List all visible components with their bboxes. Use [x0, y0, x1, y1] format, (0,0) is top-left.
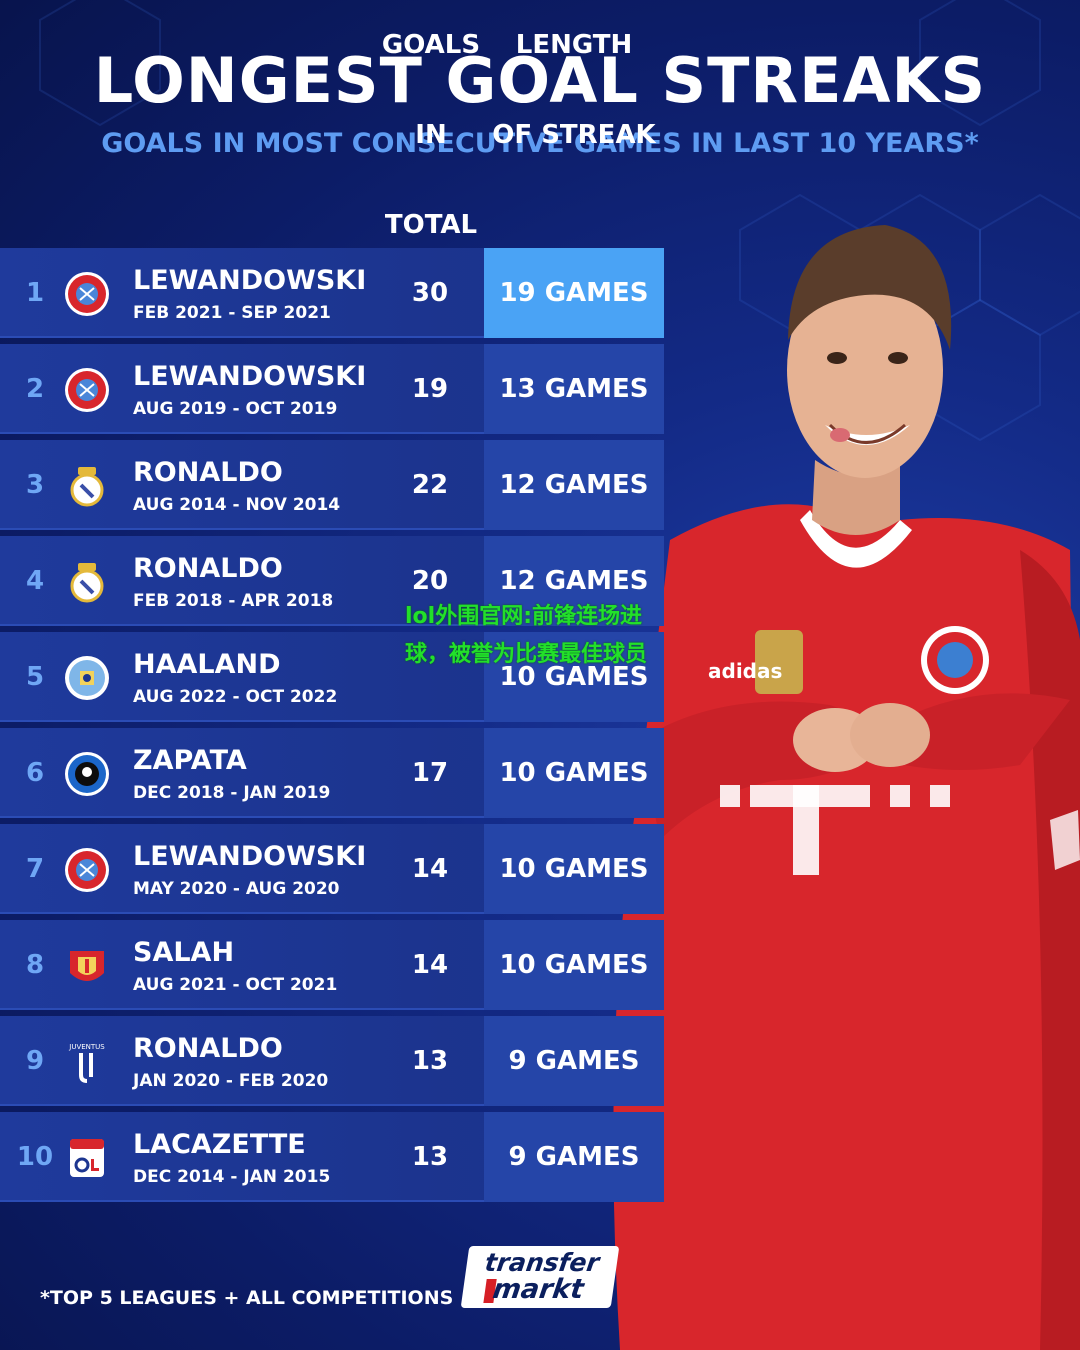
table-row: 3 RONALDO AUG 2014 - NOV 2014 22 12 GAMES	[0, 440, 664, 530]
rank-number: 5	[25, 662, 45, 692]
streak-dates: FEB 2021 - SEP 2021	[133, 303, 331, 323]
goals-total: 17	[411, 758, 449, 788]
bayern-crest-icon	[65, 368, 109, 412]
goals-total: 30	[411, 278, 449, 308]
column-header-streak-line1: LENGTH	[515, 30, 633, 60]
streak-dates: AUG 2019 - OCT 2019	[133, 399, 338, 419]
lyon-crest-icon	[70, 1139, 104, 1177]
column-header-goals: GOALS IN TOTAL	[372, 0, 490, 240]
player-photo: adidas	[613, 225, 1080, 1350]
watermark-overlay-text: lol外围官网:前锋连场进球，被誉为比赛最佳球员	[405, 604, 648, 667]
table-row: 9 JUVENTUS RONALDO JAN 2020 - FEB 2020 13 9 G…	[0, 1016, 664, 1106]
streak-dates: MAY 2020 - AUG 2020	[133, 879, 340, 899]
table-row: 4 RONALDO FEB 2018 - APR 2018 20 12 GAMES	[0, 536, 664, 626]
streak-dates: FEB 2018 - APR 2018	[133, 591, 334, 611]
svg-text:JUVENTUS: JUVENTUS	[68, 1043, 105, 1051]
logo-line2: markt	[490, 1274, 586, 1305]
rank-number: 8	[25, 950, 45, 980]
rank-number: 1	[25, 278, 45, 308]
goals-total: 13	[411, 1142, 449, 1172]
table-row: 6 ZAPATA DEC 2018 - JAN 2019 17 10 GAMES	[0, 728, 664, 818]
player-name: LEWANDOWSKI	[133, 265, 367, 296]
streak-length: 12 GAMES	[484, 440, 664, 530]
player-name: RONALDO	[133, 457, 283, 488]
streak-length: 9 GAMES	[484, 1112, 664, 1202]
player-name: LEWANDOWSKI	[133, 361, 367, 392]
goals-total: 19	[411, 374, 449, 404]
streak-dates: AUG 2014 - NOV 2014	[133, 495, 341, 515]
streak-length: 13 GAMES	[484, 344, 664, 434]
man-city-crest-icon	[65, 656, 109, 700]
player-name: RONALDO	[133, 1033, 283, 1064]
goals-total: 22	[411, 470, 449, 500]
column-header-streak: LENGTH OF STREAK	[486, 0, 662, 150]
rank-number: 3	[25, 470, 45, 500]
streak-dates: AUG 2021 - OCT 2021	[133, 975, 338, 995]
rank-number: 4	[25, 566, 45, 596]
column-header-goals-line1: GOALS	[381, 30, 481, 60]
column-header-streak-line2: OF STREAK	[492, 120, 656, 150]
transfermarkt-logo: transfer markt	[460, 1246, 620, 1308]
footnote: *TOP 5 LEAGUES + ALL COMPETITIONS	[40, 1287, 454, 1309]
table-row: 7 LEWANDOWSKI MAY 2020 - AUG 2020 14 10 GAME…	[0, 824, 664, 914]
streak-dates: AUG 2022 - OCT 2022	[133, 687, 338, 707]
atalanta-crest-icon	[65, 752, 109, 796]
table-row: 2 LEWANDOWSKI AUG 2019 - OCT 2019 19 13 GAME…	[0, 344, 664, 434]
table-row: 5 HAALAND AUG 2022 - OCT 2022 10 GAMES	[0, 632, 664, 722]
real-madrid-crest-icon	[70, 563, 104, 603]
rank-number: 10	[16, 1142, 54, 1172]
streak-length: 10 GAMES	[484, 920, 664, 1010]
streak-length: 10 GAMES	[484, 824, 664, 914]
page-title: LONGEST GOAL STREAKS	[93, 44, 987, 117]
column-header-goals-line2: IN TOTAL	[384, 120, 478, 240]
streak-dates: DEC 2018 - JAN 2019	[133, 783, 331, 803]
goals-total: 14	[411, 950, 449, 980]
goals-total: 13	[411, 1046, 449, 1076]
logo-line1: transfer	[483, 1248, 602, 1277]
goals-total: 14	[411, 854, 449, 884]
liverpool-crest-icon	[70, 951, 104, 981]
player-name: ZAPATA	[133, 745, 247, 776]
bayern-crest-icon	[65, 848, 109, 892]
juventus-crest-icon: JUVENTUS	[68, 1043, 105, 1083]
player-name: SALAH	[133, 937, 235, 968]
streak-length: 9 GAMES	[484, 1016, 664, 1106]
rank-number: 7	[25, 854, 45, 884]
player-name: HAALAND	[133, 649, 281, 680]
streak-length: 19 GAMES	[484, 248, 664, 338]
player-name: RONALDO	[133, 553, 283, 584]
table-row: 1 LEWANDOWSKI FEB 2021 - SEP 2021 30 19 GAME…	[0, 248, 664, 338]
player-name: LACAZETTE	[133, 1129, 306, 1160]
rank-number: 6	[25, 758, 45, 788]
player-name: LEWANDOWSKI	[133, 841, 367, 872]
streak-dates: DEC 2014 - JAN 2015	[133, 1167, 331, 1187]
page-subtitle: GOALS IN MOST CONSECUTIVE GAMES IN LAST …	[101, 128, 979, 159]
streak-length: 10 GAMES	[484, 632, 664, 722]
table-row: 10 LACAZETTE DEC 2014 - JAN 2015 13 9 GAMES	[0, 1112, 664, 1202]
real-madrid-crest-icon	[70, 467, 104, 507]
svg-text:adidas: adidas	[708, 659, 782, 683]
table-row: 8 SALAH AUG 2021 - OCT 2021 14 10 GAMES	[0, 920, 664, 1010]
bayern-crest-icon	[65, 272, 109, 316]
streak-length: 10 GAMES	[484, 728, 664, 818]
goals-total: 20	[411, 566, 449, 596]
streak-length: 12 GAMES	[484, 536, 664, 626]
rank-number: 9	[25, 1046, 45, 1076]
rank-number: 2	[25, 374, 45, 404]
streak-dates: JAN 2020 - FEB 2020	[133, 1071, 329, 1091]
